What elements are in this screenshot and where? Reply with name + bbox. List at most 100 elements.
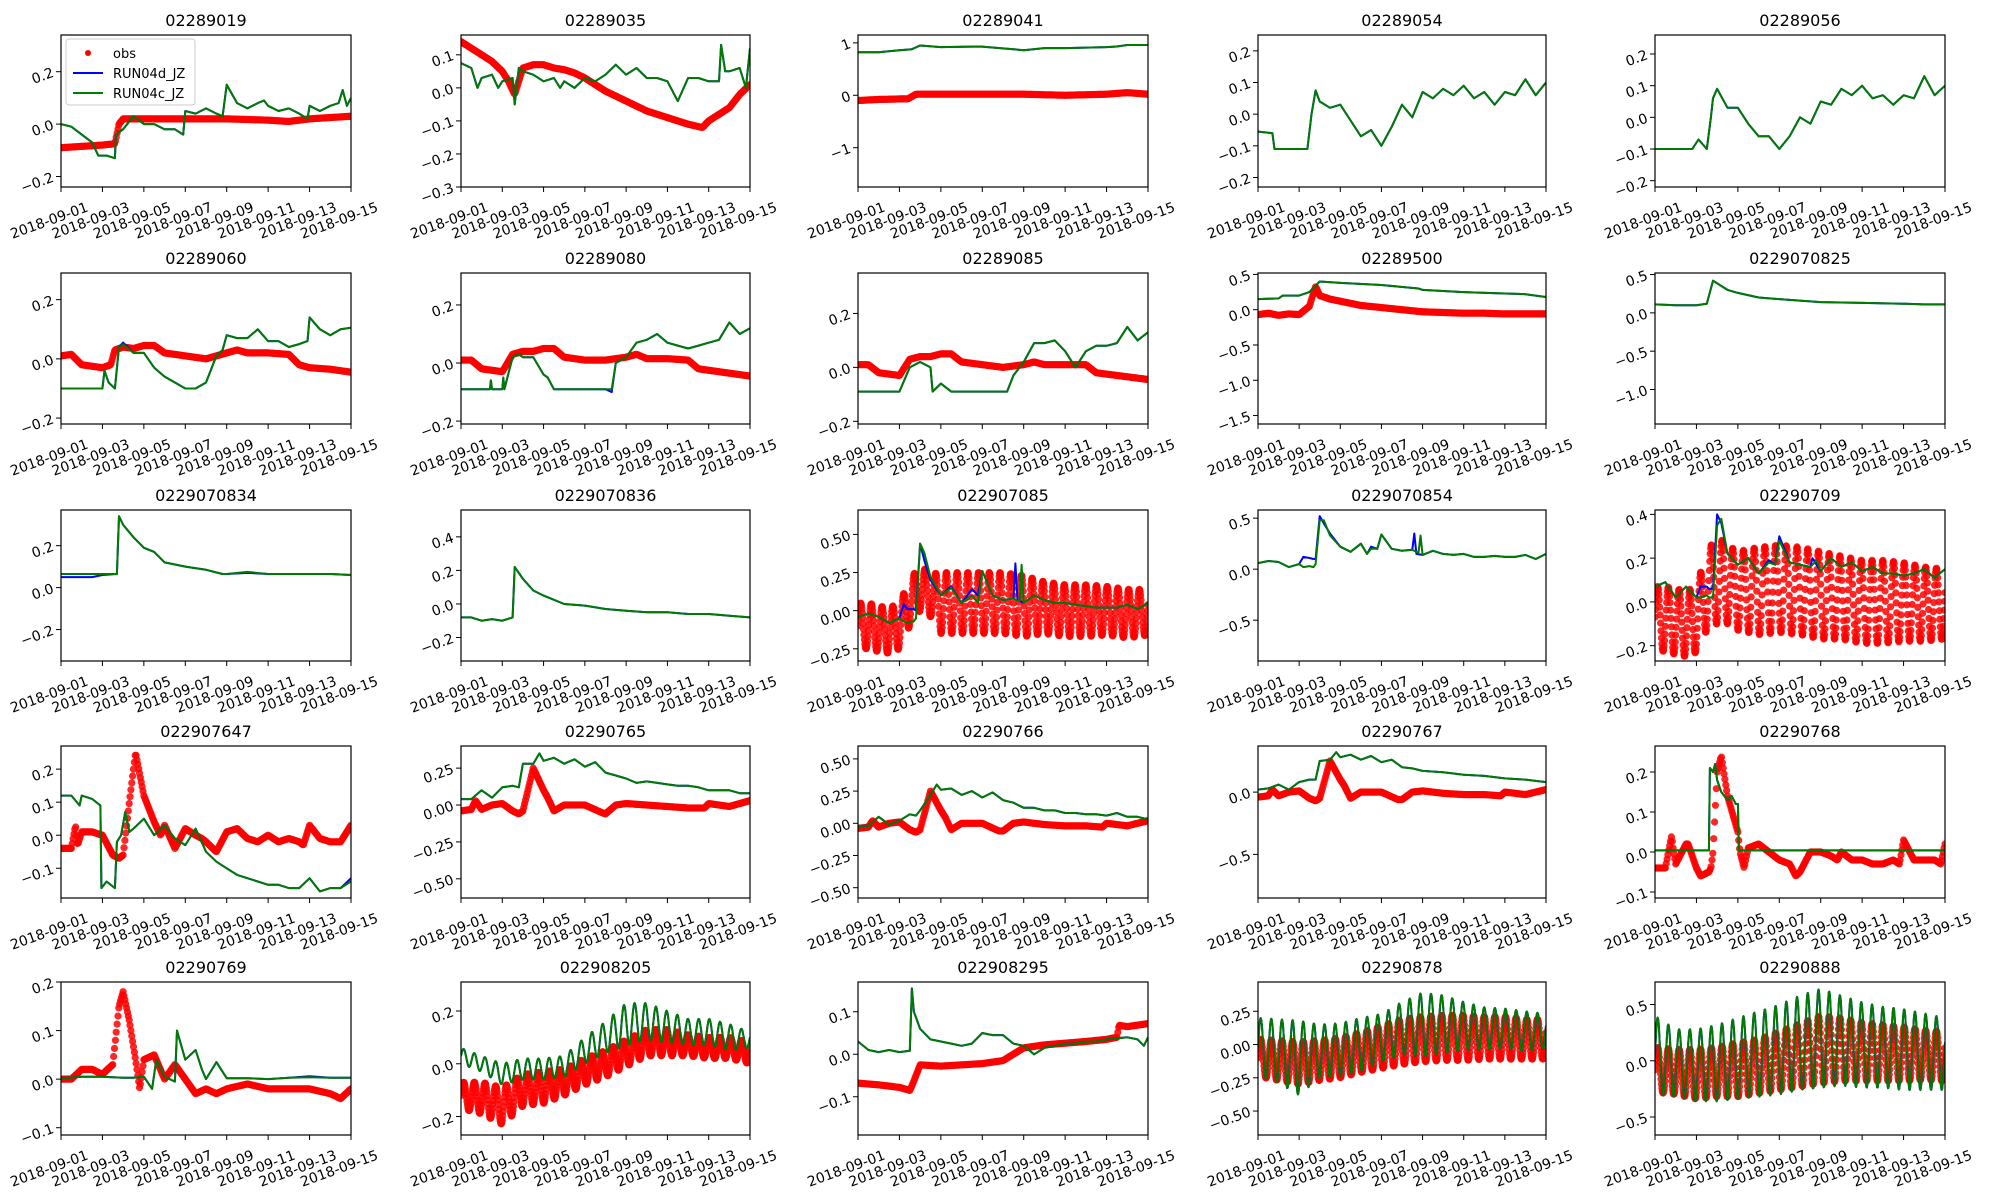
subplot-title: 0229070854	[1351, 486, 1453, 505]
obs-point	[1094, 595, 1102, 603]
obs-point	[1047, 605, 1055, 614]
obs-point	[1078, 623, 1086, 631]
obs-point	[1795, 572, 1803, 580]
obs-point	[1874, 631, 1883, 639]
obs-point	[1704, 597, 1712, 606]
obs-point	[907, 604, 915, 612]
obs-point	[945, 598, 953, 606]
obs-point	[119, 851, 127, 859]
obs-point	[1844, 596, 1852, 604]
obs-point	[1912, 576, 1921, 584]
obs-series	[461, 344, 750, 380]
subplot-title: 022907647	[160, 722, 252, 741]
obs-point	[1870, 585, 1878, 593]
obs-point	[1890, 564, 1899, 572]
obs-point	[1671, 644, 1679, 652]
obs-point	[960, 616, 968, 625]
obs-point	[1714, 598, 1722, 606]
obs-point	[1821, 631, 1829, 639]
obs-point	[1810, 630, 1818, 638]
obs-point	[1796, 583, 1804, 591]
plot-area	[1655, 75, 1945, 150]
obs-point	[992, 613, 1001, 621]
obs-point	[1885, 629, 1893, 638]
y-tick-label: 0.1	[430, 48, 456, 71]
obs-point	[1768, 609, 1776, 617]
obs-point	[1688, 609, 1696, 618]
obs-point	[1832, 624, 1840, 632]
obs-point	[1837, 555, 1845, 563]
obs-point	[1725, 599, 1733, 608]
axes-frame	[857, 34, 1149, 188]
obs-point	[1827, 564, 1835, 572]
y-tick-label: 0.5	[1227, 512, 1253, 535]
run04c-line	[858, 542, 1148, 624]
subplot-022907085: 022907085−0.250.000.250.502018-09-012018…	[805, 486, 1177, 717]
obs-point	[1785, 591, 1793, 600]
plot-area	[61, 515, 351, 579]
obs-point	[1676, 595, 1685, 604]
axes-frame	[460, 272, 751, 425]
y-tick-label: 0.0	[30, 581, 56, 604]
obs-point	[1891, 579, 1899, 587]
obs-point	[1917, 632, 1925, 640]
obs-point	[1736, 612, 1744, 620]
obs-point	[1746, 620, 1754, 628]
obs-point	[1929, 616, 1937, 625]
obs-point	[1063, 604, 1071, 612]
axes-frame	[857, 272, 1149, 425]
obs-point	[1831, 630, 1839, 638]
obs-point	[1672, 623, 1680, 631]
obs-point	[885, 635, 894, 643]
obs-point	[1779, 607, 1787, 615]
obs-point	[997, 576, 1005, 584]
obs-point	[1935, 598, 1943, 606]
obs-point	[1810, 625, 1818, 633]
obs-point	[1784, 560, 1792, 568]
obs-point	[1731, 572, 1739, 580]
obs-point	[1138, 607, 1146, 615]
obs-point	[1004, 606, 1012, 614]
y-tick-label: 0.0	[430, 81, 456, 104]
legend-label: obs	[113, 47, 136, 62]
obs-point	[347, 112, 351, 120]
plot-area	[461, 752, 750, 818]
obs-point	[1800, 607, 1808, 615]
obs-point	[1853, 625, 1861, 633]
run04c-line	[61, 515, 351, 576]
obs-point	[1853, 632, 1861, 640]
y-tick-label: 0.0	[430, 356, 456, 379]
obs-point	[1068, 618, 1076, 626]
obs-point	[864, 632, 872, 640]
plot-area	[61, 751, 351, 893]
obs-point	[1919, 600, 1927, 608]
obs-point	[1763, 577, 1771, 585]
obs-point	[869, 616, 878, 624]
subplot-title: 02290709	[1759, 486, 1840, 505]
obs-point	[1687, 595, 1695, 604]
obs-point	[1132, 620, 1140, 628]
obs-point	[1806, 576, 1814, 584]
obs-point	[982, 607, 990, 615]
obs-point	[1881, 577, 1889, 585]
obs-point	[1874, 636, 1882, 644]
obs-point	[125, 800, 133, 808]
axes-frame	[460, 745, 751, 899]
obs-point	[1122, 616, 1130, 624]
subplot-title: 0229070834	[155, 486, 257, 505]
obs-point	[1928, 624, 1937, 632]
obs-point	[1811, 607, 1819, 616]
obs-point	[347, 821, 351, 829]
obs-point	[1662, 614, 1670, 622]
obs-point	[1865, 616, 1873, 624]
run04c-line	[858, 44, 1148, 54]
obs-point	[1758, 591, 1766, 599]
obs-point	[939, 612, 947, 620]
obs-point	[1799, 623, 1808, 631]
obs-point	[960, 622, 968, 630]
obs-point	[1715, 588, 1723, 596]
obs-point	[1672, 631, 1680, 639]
obs-point	[1126, 596, 1134, 604]
subplot-title: 02290766	[962, 722, 1043, 741]
plot-area	[1258, 515, 1546, 569]
